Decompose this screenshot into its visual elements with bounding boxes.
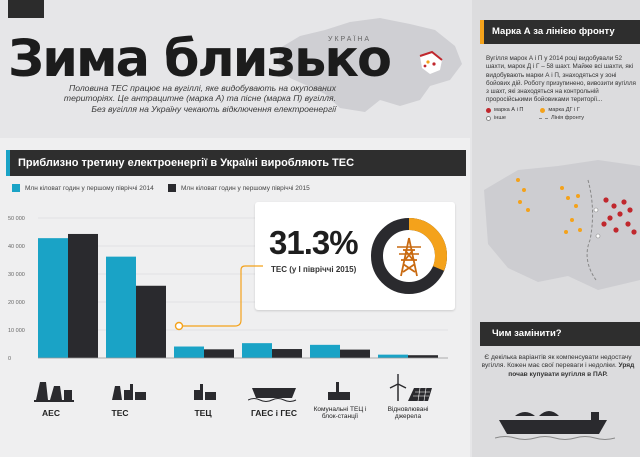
category-label-tes: ТЕС	[111, 408, 129, 418]
map-legend-row-1: марка А і П марка ДГ і Г	[486, 106, 584, 114]
ukraine-map-icon	[278, 18, 462, 112]
bar-2014-0	[38, 238, 68, 358]
y-tick-label: 0	[8, 356, 11, 362]
category-label-komunalni: Комунальні ТЕЦ і блок-станції	[313, 406, 367, 421]
front-title: Марка А за лінією фронту	[492, 26, 615, 37]
legend-2015: Млн кіловат годин у першому півріччі 201…	[168, 184, 310, 192]
map-legend: марка А і П марка ДГ і Г інше Лінія фрон…	[486, 106, 584, 122]
y-tick-label: 50 000	[8, 216, 25, 222]
legend-label-2014: Млн кіловат годин у першому півріччі 201…	[25, 184, 154, 192]
bar-2015-5	[408, 355, 438, 358]
chart-title: Приблизно третину електроенергії в Украї…	[18, 157, 355, 169]
front-line-icon	[538, 117, 548, 119]
y-tick-label: 20 000	[8, 300, 25, 306]
power-tower-icon	[397, 237, 421, 277]
yellow-dot-icon	[540, 107, 546, 113]
bar-2015-1	[136, 285, 166, 358]
category-label-vidnovlyuvani: Відновлювані джерела	[387, 406, 429, 421]
y-tick-label: 10 000	[8, 328, 25, 334]
bar-2014-1	[106, 256, 136, 358]
legend-swatch-2015	[168, 184, 176, 192]
replace-text: Є декілька варіантів як компенсувати нед…	[480, 354, 636, 379]
map-legend-row-2: інше Лінія фронту	[486, 114, 584, 122]
lead-paragraph: Половина ТЕС працює на вугіллі, яке видо…	[63, 83, 336, 114]
callout-label: ТЕС (у І півріччі 2015)	[271, 265, 357, 274]
front-text: Вугілля марок А і П у 2014 році видобува…	[486, 55, 636, 104]
chp-plant-icon	[194, 384, 216, 400]
replace-title-bar: Чим замінити?	[480, 322, 640, 346]
map-legend-other: інше	[494, 115, 506, 122]
replace-title: Чим замінити?	[492, 328, 562, 339]
map-legend-front: Лінія фронту	[550, 115, 585, 122]
bar-2014-3	[242, 343, 272, 358]
nuclear-plant-icon	[34, 382, 74, 402]
replace-text-bold: Уряд почав купувати вугілля в ПАР.	[508, 362, 635, 378]
municipal-chp-icon	[328, 382, 350, 400]
thermal-plant-icon	[112, 384, 146, 400]
renewables-icon	[389, 374, 432, 402]
page-title: Зима близько	[8, 30, 392, 89]
map-legend-dg: марка ДГ і Г	[548, 107, 580, 113]
replace-text-plain: Є декілька варіантів як компенсувати нед…	[481, 354, 632, 370]
bar-2015-3	[272, 349, 302, 358]
white-dot-icon	[486, 115, 491, 121]
red-dot-icon	[486, 107, 491, 113]
header-accent-bar	[8, 0, 44, 18]
country-label: УКРАЇНА	[328, 36, 372, 43]
bar-2014-2	[174, 346, 204, 358]
legend-2014: Млн кіловат годин у першому півріччі 201…	[12, 184, 154, 192]
front-title-bar: Марка А за лінією фронту	[480, 20, 640, 44]
donut-fill	[371, 218, 447, 294]
cargo-ship-icon	[495, 411, 615, 440]
callout-percent: 31.3%	[269, 224, 359, 261]
category-label-aes: АЕС	[42, 408, 60, 418]
map-legend-ap: марка А і П	[494, 107, 524, 113]
category-label-tets: ТЕЦ	[194, 408, 212, 418]
callout-card: 31.3% ТЕС (у І півріччі 2015)	[174, 202, 455, 331]
front-title-accent	[480, 20, 484, 44]
donut-chart	[371, 218, 447, 294]
legend-swatch-2014	[12, 184, 20, 192]
callout-connector	[174, 265, 263, 331]
bar-2015-4	[340, 349, 370, 358]
legend-label-2015: Млн кіловат годин у першому півріччі 201…	[181, 184, 310, 192]
chart-title-accent	[6, 150, 10, 176]
front-map-icon	[484, 160, 640, 290]
chart-title-bar: Приблизно третину електроенергії в Украї…	[6, 150, 466, 176]
bar-2015-0	[68, 233, 98, 358]
hydro-plant-icon	[248, 388, 297, 402]
bar-2014-5	[378, 354, 408, 358]
bar-2015-2	[204, 349, 234, 358]
category-label-gaes: ГАЕС і ГЕС	[251, 408, 297, 418]
y-tick-label: 40 000	[8, 244, 25, 250]
bar-2014-4	[310, 344, 340, 358]
y-tick-label: 30 000	[8, 272, 25, 278]
